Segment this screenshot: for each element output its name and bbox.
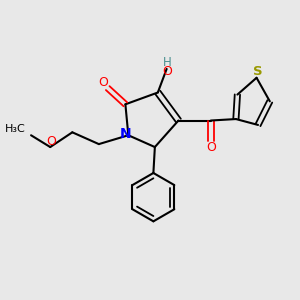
Text: S: S <box>253 65 263 78</box>
Text: H: H <box>163 56 172 69</box>
Text: O: O <box>162 65 172 78</box>
Text: H₃C: H₃C <box>4 124 25 134</box>
Text: O: O <box>46 135 56 148</box>
Text: O: O <box>206 141 216 154</box>
Text: N: N <box>120 127 131 141</box>
Text: O: O <box>98 76 108 89</box>
